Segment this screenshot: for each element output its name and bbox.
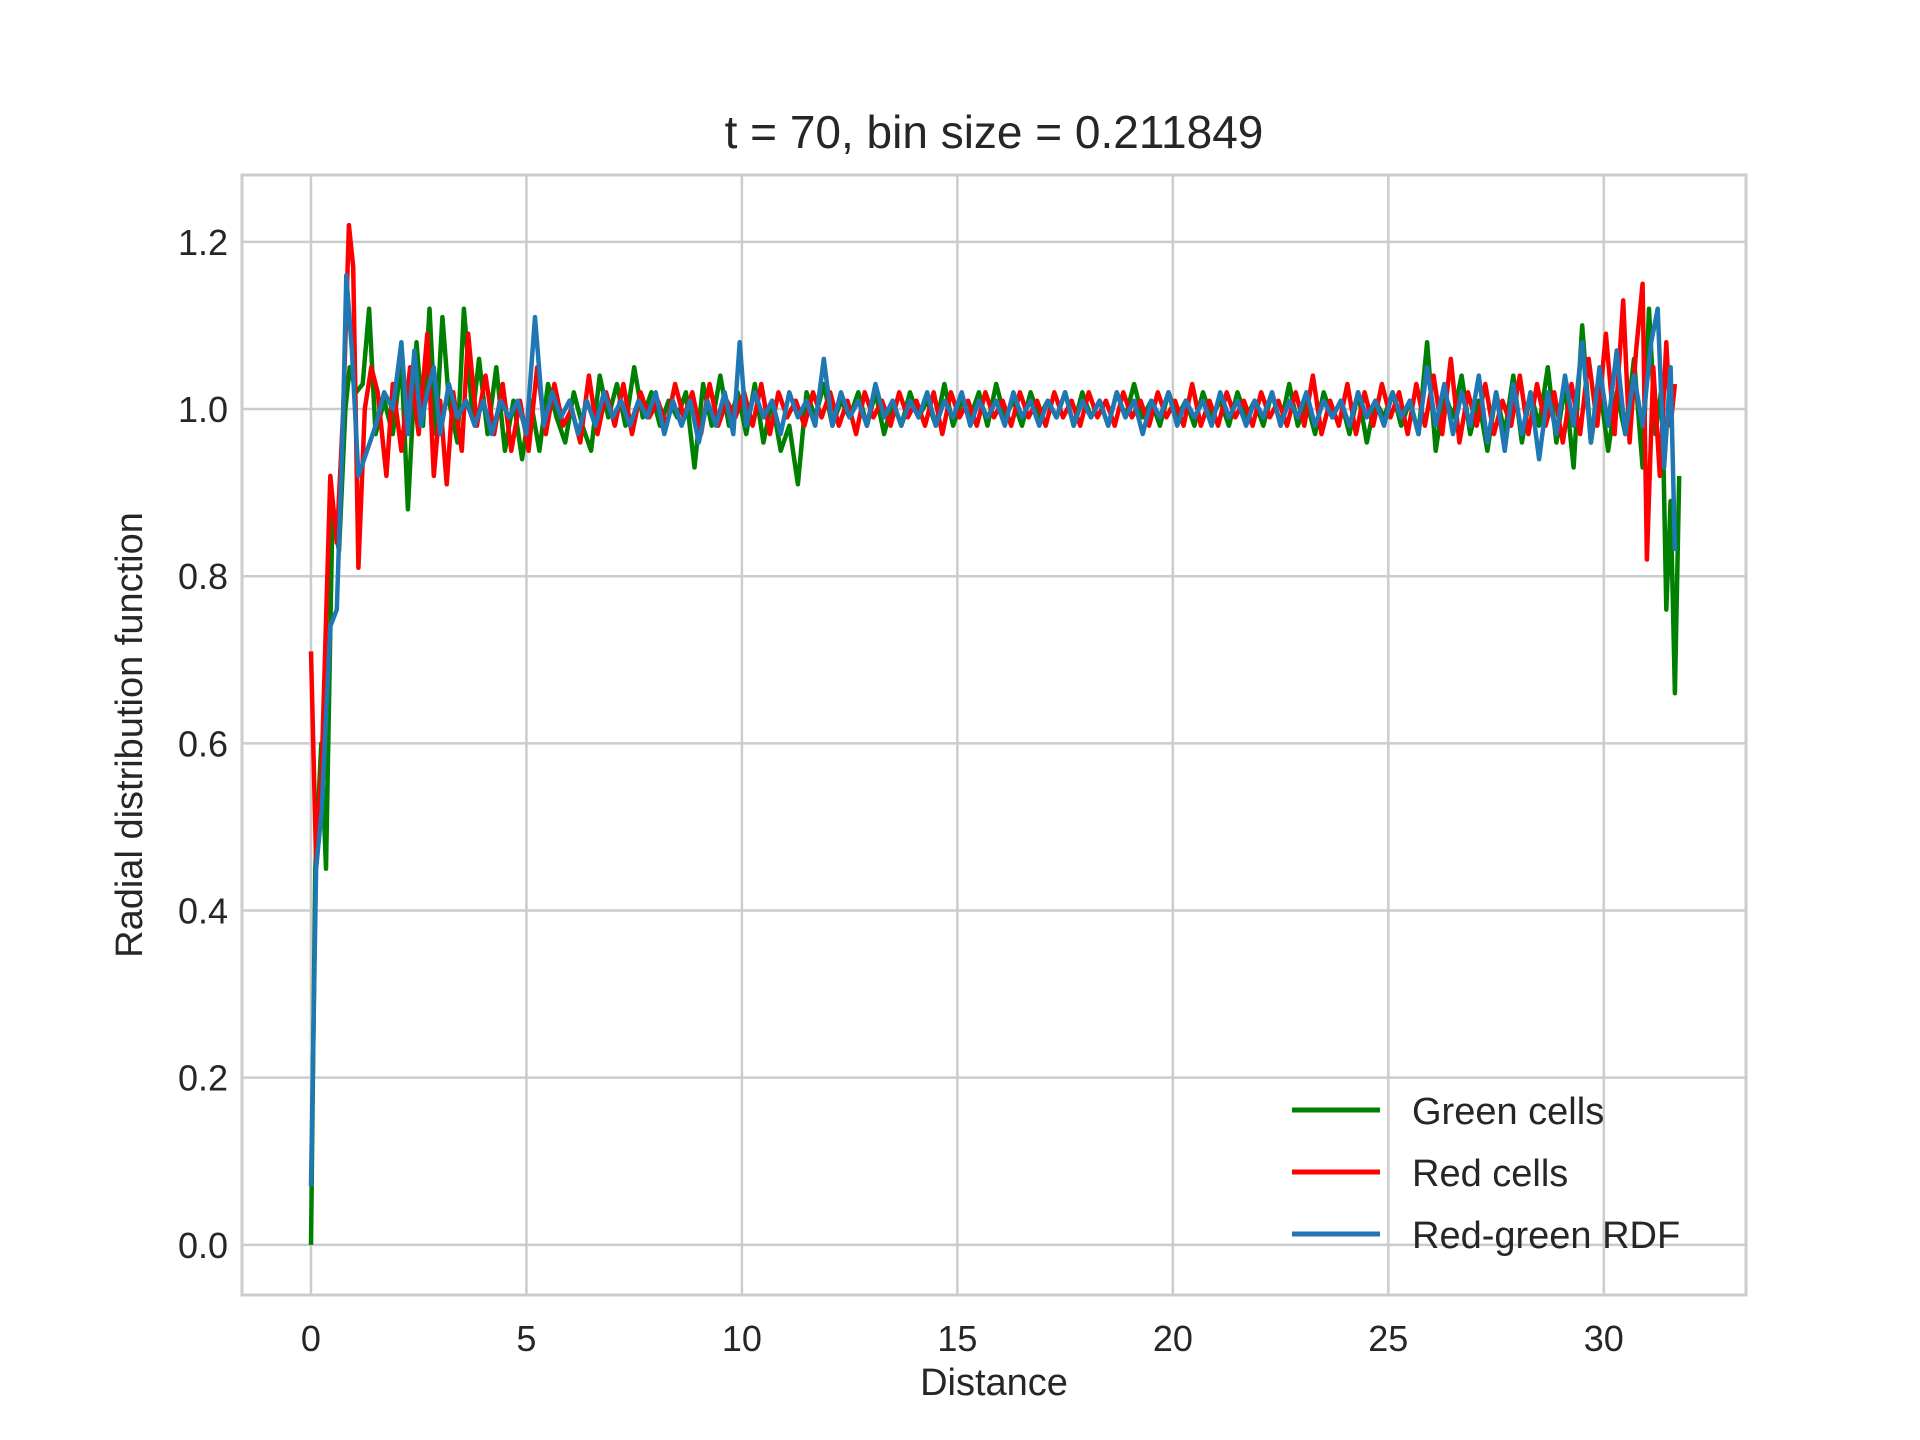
y-tick-label: 0.8 (178, 556, 228, 597)
x-tick-label: 15 (937, 1318, 977, 1359)
y-tick-label: 1.2 (178, 222, 228, 263)
x-tick-label: 0 (301, 1318, 321, 1359)
y-tick-label: 0.2 (178, 1058, 228, 1099)
y-tick-label: 0.6 (178, 723, 228, 764)
x-tick-label: 25 (1368, 1318, 1408, 1359)
y-tick-label: 1.0 (178, 389, 228, 430)
chart-title: t = 70, bin size = 0.211849 (725, 106, 1264, 158)
series-lines (308, 222, 1682, 1245)
series-line (308, 273, 1678, 1187)
x-tick-label: 10 (722, 1318, 762, 1359)
series-line (308, 222, 1678, 863)
legend-label: Green cells (1412, 1091, 1604, 1133)
x-tick-label: 20 (1153, 1318, 1193, 1359)
x-tick-labels: 0 5 10 15 20 25 30 (301, 1318, 1624, 1359)
legend-label: Red cells (1412, 1153, 1568, 1195)
y-axis-label: Radial distribution function (109, 512, 151, 958)
legend: Green cells Red cells Red-green RDF (1292, 1091, 1680, 1257)
x-axis-label: Distance (920, 1362, 1068, 1404)
y-tick-labels: 0.0 0.2 0.4 0.6 0.8 1.0 1.2 (178, 222, 228, 1266)
y-tick-label: 0.0 (178, 1225, 228, 1266)
y-tick-label: 0.4 (178, 891, 228, 932)
legend-label: Red-green RDF (1412, 1215, 1680, 1257)
plot-frame (240, 173, 1748, 1297)
x-tick-label: 30 (1584, 1318, 1624, 1359)
x-tick-label: 5 (516, 1318, 536, 1359)
